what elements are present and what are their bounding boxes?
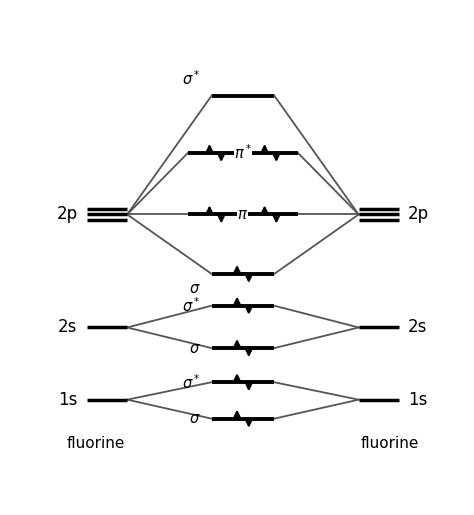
Text: $\sigma$: $\sigma$ — [189, 411, 201, 426]
Text: $\sigma^*$: $\sigma^*$ — [182, 373, 201, 391]
Text: $\pi$: $\pi$ — [237, 207, 248, 222]
Text: $\pi^*$: $\pi^*$ — [234, 144, 252, 162]
Text: fluorine: fluorine — [361, 436, 419, 451]
Text: 1s: 1s — [408, 391, 428, 409]
Text: $\sigma^*$: $\sigma^*$ — [182, 70, 201, 89]
Text: 2p: 2p — [408, 205, 429, 224]
Text: 2s: 2s — [58, 318, 78, 336]
Text: $\sigma^*$: $\sigma^*$ — [182, 296, 201, 315]
Text: 2p: 2p — [56, 205, 78, 224]
Text: $\sigma$: $\sigma$ — [189, 340, 201, 356]
Text: 1s: 1s — [58, 391, 78, 409]
Text: $\sigma$: $\sigma$ — [189, 281, 201, 296]
Text: fluorine: fluorine — [66, 436, 125, 451]
Text: 2s: 2s — [408, 318, 428, 336]
